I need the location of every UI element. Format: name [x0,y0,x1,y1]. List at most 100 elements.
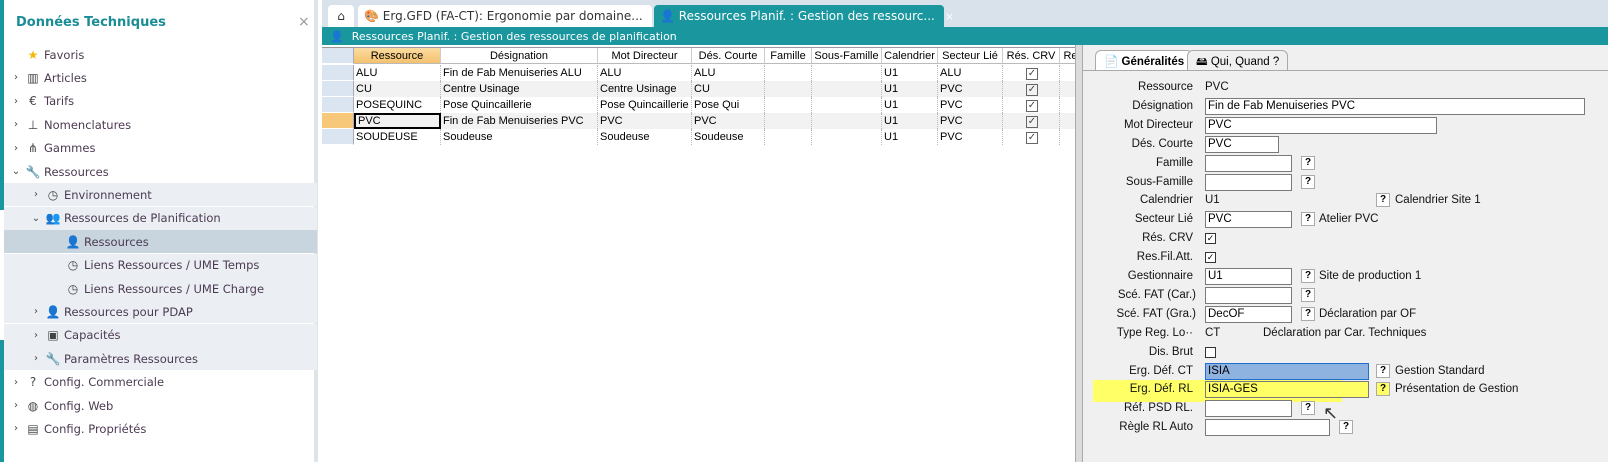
table-cell[interactable]: U1 [882,81,938,97]
table-cell[interactable]: PVC [938,113,1003,129]
chevron-icon[interactable]: › [14,95,18,107]
help-button[interactable]: ? [1376,193,1390,208]
input-ergrl[interactable]: ISIA-GES [1205,381,1369,399]
table-cell[interactable]: PVC [354,113,441,129]
sidebar-item-capacit-s[interactable]: › ▣ Capacités [4,323,317,347]
checkbox-filatt[interactable]: ✓ [1205,252,1216,264]
chevron-icon[interactable]: › [14,72,18,84]
checkbox[interactable]: ✓ [1026,132,1038,144]
help-button[interactable]: ? [1301,269,1315,283]
chevron-icon[interactable]: › [14,142,18,154]
table-cell[interactable]: ✓ [1003,113,1060,129]
column-header[interactable]: Rés. CRV [1003,48,1060,64]
table-cell[interactable] [765,81,812,97]
table-cell[interactable]: ALU [938,65,1003,81]
help-button[interactable]: ? [1301,174,1315,189]
input-secteur[interactable]: PVC [1205,211,1292,229]
sidebar-item-favoris[interactable]: ★ Favoris [4,43,317,66]
table-cell[interactable] [1060,65,1075,81]
table-cell[interactable] [812,113,882,129]
splitter[interactable] [1075,45,1083,462]
input-sousfam[interactable] [1205,173,1292,191]
help-button[interactable]: ? [1301,306,1315,321]
table-cell[interactable]: SOUDEUSE [354,129,441,145]
table-cell[interactable]: U1 [882,129,938,145]
table-cell[interactable] [1060,113,1075,129]
table-cell[interactable]: Soudeuse [441,129,598,145]
table-cell[interactable]: ALU [598,65,692,81]
column-header[interactable]: Mot Directeur [598,48,692,64]
column-header[interactable]: Calendrier [882,48,938,64]
table-cell[interactable]: CU [354,81,441,97]
table-cell[interactable] [765,113,812,129]
help-button[interactable]: ? [1376,382,1390,397]
table-cell[interactable]: U1 [882,65,938,81]
sidebar-item-config-web[interactable]: › ◍ Config. Web [4,394,317,417]
grid-corner[interactable] [322,48,354,64]
column-header[interactable]: Famille [765,48,812,64]
table-cell[interactable]: ✓ [1003,65,1060,81]
chevron-icon[interactable]: ⌄ [11,166,21,177]
input-ergct[interactable]: ISIA [1205,362,1369,380]
sidebar-item-ressources-pour-pdap[interactable]: › 👤 Ressources pour PDAP [4,300,317,324]
row-header[interactable] [322,97,354,113]
table-cell[interactable]: Centre Usinage [598,81,692,97]
row-header[interactable] [322,129,354,145]
table-cell[interactable]: PVC [692,113,765,129]
table-cell[interactable]: ALU [354,65,441,81]
table-cell[interactable] [765,129,812,145]
sidebar-item-config-propri-t-s[interactable]: › ▤ Config. Propriétés [4,417,317,440]
tab-ressources-planif[interactable]: 👤 Ressources Planif. : Gestion des resso… [654,5,954,27]
checkbox-disbrut[interactable] [1205,346,1216,358]
table-cell[interactable]: U1 [882,113,938,129]
chevron-icon[interactable]: › [14,119,18,131]
input-regle[interactable] [1205,419,1330,437]
sidebar-item-nomenclatures[interactable]: › ⊥ Nomenclatures [4,113,317,136]
checkbox[interactable]: ✓ [1026,100,1038,112]
input-courte[interactable]: PVC [1205,135,1279,153]
input-scegra[interactable]: DecOF [1205,305,1292,323]
table-cell[interactable]: U1 [882,97,938,113]
tab-generalites[interactable]: 📄 Généralités [1095,50,1194,70]
input-designation[interactable]: Fin de Fab Menuiseries PVC [1205,97,1585,115]
chevron-icon[interactable]: › [34,306,38,318]
tab-erg-gfd[interactable]: 🎨 Erg.GFD (FA-CT): Ergonomie par domaine… [358,5,662,27]
chevron-icon[interactable]: › [14,376,18,388]
sidebar-item-ressources[interactable]: 👤 Ressources [4,230,317,254]
chevron-icon[interactable]: › [14,423,18,435]
input-famille[interactable] [1205,154,1292,172]
table-cell[interactable] [765,65,812,81]
input-mot[interactable]: PVC [1205,116,1437,134]
table-cell[interactable]: Fin de Fab Menuiseries PVC [441,113,598,129]
sidebar-item-tarifs[interactable]: › € Tarifs [4,90,317,113]
help-button[interactable]: ? [1301,212,1315,227]
table-cell[interactable]: PVC [938,97,1003,113]
table-cell[interactable]: POSEQUINC [354,97,441,113]
table-cell[interactable]: PVC [938,129,1003,145]
input-refpsd[interactable] [1205,400,1292,418]
table-cell[interactable] [812,129,882,145]
sidebar-item-gammes[interactable]: › ⋔ Gammes [4,137,317,160]
sidebar-item-param-tres-ressources[interactable]: › 🔧 Paramètres Ressources [4,347,317,371]
column-header[interactable]: Ressource [354,48,441,64]
column-header[interactable]: Sous-Famille [812,48,882,64]
sidebar-item-liens-ressources-ume-temps[interactable]: ◷ Liens Ressources / UME Temps [4,253,317,277]
help-button[interactable]: ? [1376,363,1390,378]
table-cell[interactable] [812,81,882,97]
resources-grid[interactable]: Ressource Désignation Mot Directeur Dés. Co… [322,47,1075,462]
row-header[interactable] [322,81,354,97]
help-button[interactable]: ? [1301,155,1315,170]
help-button[interactable]: ? [1301,287,1315,302]
tab-qui-quand[interactable]: 🖴 Qui, Quand ? [1187,50,1289,70]
checkbox[interactable]: ✓ [1026,116,1038,128]
table-cell[interactable] [1060,97,1075,113]
chevron-icon[interactable]: › [34,329,38,341]
table-cell[interactable] [765,97,812,113]
help-button[interactable]: ? [1339,420,1353,435]
column-header[interactable]: Désignation [441,48,598,64]
row-header[interactable] [322,113,354,129]
row-header[interactable] [322,65,354,81]
table-cell[interactable]: Pose Quincaillerie [441,97,598,113]
chevron-icon[interactable]: › [34,189,38,201]
sidebar-item-config-commerciale[interactable]: ›? Config. Commerciale [4,371,317,394]
